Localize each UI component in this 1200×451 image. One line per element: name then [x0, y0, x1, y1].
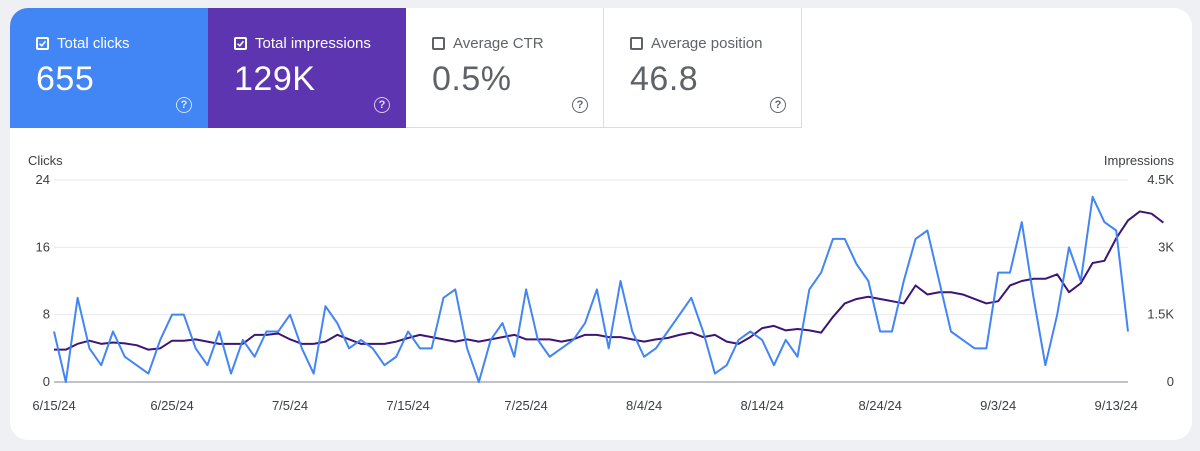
series-line-clicks [53, 195, 1129, 383]
y-left-tick-label: 8 [43, 307, 50, 322]
checkbox-unchecked-icon[interactable] [432, 37, 445, 50]
performance-chart: Clicks Impressions 0 8 16 24 0 1.5K 3K 4.5K 6/… [28, 153, 1175, 413]
metric-value: 655 [36, 60, 95, 98]
y-right-tick-label: 1.5K [1147, 307, 1174, 322]
left-axis-title: Clicks [28, 153, 63, 168]
right-axis-ticks: 0 1.5K 3K 4.5K [1147, 172, 1174, 389]
metric-value: 129K [234, 60, 316, 98]
metric-cards: Total clicks 655 ? Total impressions 129… [10, 8, 802, 128]
metric-value: 46.8 [630, 60, 699, 98]
series-lines [53, 195, 1165, 383]
metric-card-average-ctr[interactable]: Average CTR 0.5% ? [406, 8, 604, 128]
metric-label: Average CTR [453, 35, 544, 52]
x-tick-label: 6/25/24 [150, 398, 193, 413]
checkbox-checked-icon[interactable] [234, 37, 247, 50]
series-line-impressions [54, 210, 1165, 351]
metric-label: Total impressions [255, 35, 371, 52]
metric-card-total-impressions[interactable]: Total impressions 129K ? [208, 8, 406, 128]
checkbox-checked-icon[interactable] [36, 37, 49, 50]
help-icon[interactable]: ? [572, 97, 588, 113]
metric-card-header: Total impressions [234, 35, 371, 52]
metric-label: Total clicks [57, 35, 130, 52]
x-axis-ticks: 6/15/24 6/25/24 7/5/24 7/15/24 7/25/24 8/4/24… [32, 398, 1138, 413]
help-icon[interactable]: ? [374, 97, 390, 113]
right-axis-title: Impressions [1104, 153, 1175, 168]
x-tick-label: 6/15/24 [32, 398, 75, 413]
help-icon[interactable]: ? [176, 97, 192, 113]
x-tick-label: 8/4/24 [626, 398, 662, 413]
metric-card-total-clicks[interactable]: Total clicks 655 ? [10, 8, 208, 128]
x-tick-label: 7/25/24 [504, 398, 547, 413]
metric-value: 0.5% [432, 60, 512, 98]
y-right-tick-label: 4.5K [1147, 172, 1174, 187]
metric-card-header: Average position [630, 35, 762, 52]
y-left-tick-label: 24 [36, 172, 50, 187]
x-tick-label: 9/13/24 [1095, 398, 1138, 413]
performance-panel: Total clicks 655 ? Total impressions 129… [10, 8, 1192, 440]
y-right-tick-label: 0 [1167, 374, 1174, 389]
x-tick-label: 9/3/24 [980, 398, 1016, 413]
y-left-tick-label: 16 [36, 239, 50, 254]
y-right-tick-label: 3K [1158, 239, 1174, 254]
left-axis-ticks: 0 8 16 24 [36, 172, 50, 389]
y-left-tick-label: 0 [43, 374, 50, 389]
checkbox-unchecked-icon[interactable] [630, 37, 643, 50]
metric-card-average-position[interactable]: Average position 46.8 ? [604, 8, 802, 128]
x-tick-label: 8/24/24 [858, 398, 901, 413]
metric-label: Average position [651, 35, 763, 52]
metric-card-header: Average CTR [432, 35, 544, 52]
gridlines [54, 179, 1128, 383]
x-tick-label: 7/15/24 [386, 398, 429, 413]
x-tick-label: 8/14/24 [740, 398, 783, 413]
metric-card-header: Total clicks [36, 35, 130, 52]
x-tick-label: 7/5/24 [272, 398, 308, 413]
help-icon[interactable]: ? [770, 97, 786, 113]
